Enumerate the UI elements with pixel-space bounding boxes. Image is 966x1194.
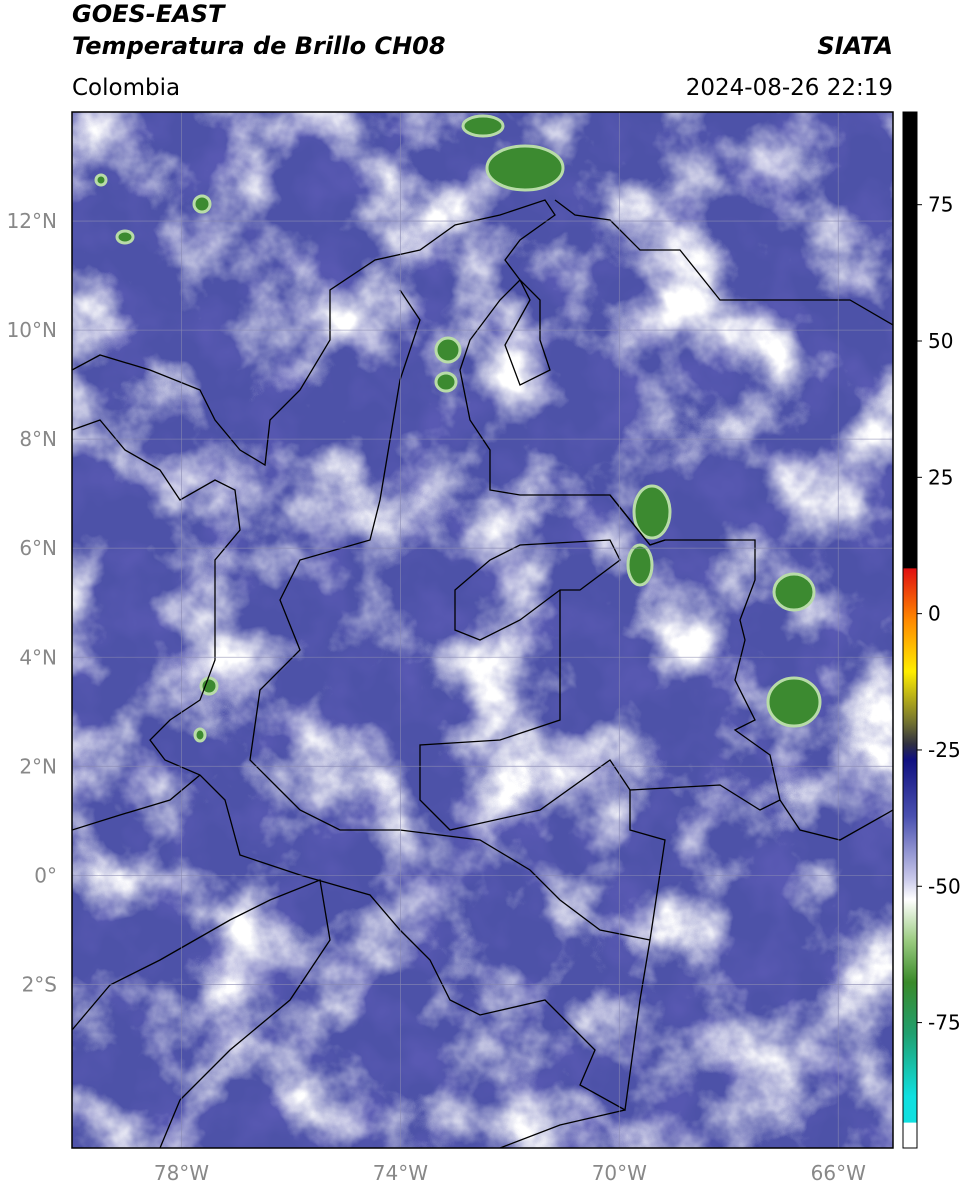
map-frame	[71, 111, 894, 1149]
colorbar-tick-label: 75	[928, 193, 953, 217]
datetime: 2024-08-26 22:19	[686, 75, 893, 101]
colorbar	[902, 111, 918, 1149]
title: GOES-EAST	[72, 0, 226, 28]
cloud-layer	[72, 112, 893, 1148]
colorbar-tick-label: 50	[928, 329, 953, 353]
region: Colombia	[72, 75, 180, 101]
lat-tick-label: 0°	[34, 863, 57, 887]
colorbar-tick-label: -50	[928, 874, 961, 898]
colorbar-tick-label: 0	[928, 602, 941, 626]
lat-tick-label: 8°N	[19, 427, 57, 451]
graticule	[72, 112, 893, 1148]
lat-tick-label: 2°N	[19, 754, 57, 778]
lat-tick-label: 4°N	[19, 645, 57, 669]
source: SIATA	[817, 32, 893, 60]
borders	[72, 199, 893, 1148]
colorbar-tick-label: -25	[928, 738, 961, 762]
lon-tick-label: 66°W	[811, 1161, 866, 1185]
lat-tick-label: 10°N	[7, 318, 57, 342]
colorbar-tick-label: 25	[928, 465, 953, 489]
lon-tick-label: 78°W	[154, 1161, 209, 1185]
subtitle: Temperatura de Brillo CH08	[72, 32, 446, 60]
map	[72, 112, 893, 1148]
colorbar-tick-label: -75	[928, 1011, 961, 1035]
lon-tick-label: 74°W	[373, 1161, 428, 1185]
lat-tick-label: 6°N	[19, 536, 57, 560]
storm-cores	[94, 114, 822, 743]
lon-tick-label: 70°W	[592, 1161, 647, 1185]
lat-tick-label: 12°N	[7, 209, 57, 233]
lat-tick-label: 2°S	[22, 972, 57, 996]
